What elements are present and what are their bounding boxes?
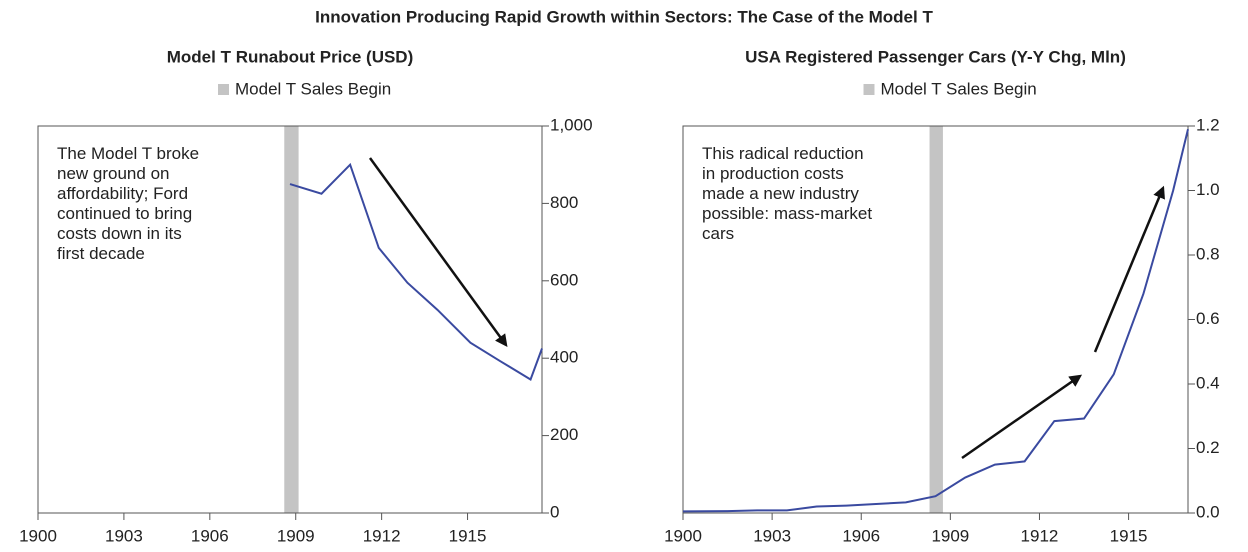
x-tick-label: 1912 [363,526,401,545]
annotation-line: made a new industry [702,184,859,203]
annotation: This radical reduction in production cost… [702,144,872,243]
x-tick-label: 1906 [842,526,880,545]
annotation: The Model T broke new ground on affordabil… [57,144,199,263]
x-tick-label: 1915 [1110,526,1148,545]
y-tick-label: 1,000 [550,115,593,134]
shade-band [929,126,943,513]
y-tick-label: 1.2 [1196,115,1220,134]
x-tick-label: 1909 [277,526,315,545]
plot-frame [37,125,543,514]
annotation-line: possible: mass-market [702,204,872,223]
x-tick-label: 1903 [753,526,791,545]
annotation-line: The Model T broke [57,144,199,163]
x-tick-label: 1915 [449,526,487,545]
annotation-line: first decade [57,244,145,263]
annotation-line: in production costs [702,164,844,183]
x-tick-label: 1903 [105,526,143,545]
y-tick-label: 0.8 [1196,244,1220,263]
annotation-line: This radical reduction [702,144,864,163]
annotation-line: cars [702,224,734,243]
trend-arrow [961,374,1083,460]
trend-arrow [368,157,508,348]
annotation-line: costs down in its [57,224,182,243]
y-tick-label: 0.2 [1196,438,1220,457]
y-tick-label: 0.6 [1196,309,1220,328]
y-tick-label: 600 [550,270,578,289]
x-tick-label: 1909 [931,526,969,545]
y-tick-label: 0 [550,502,559,521]
y-tick-label: 0.4 [1196,373,1220,392]
y-tick-label: 800 [550,193,578,212]
y-tick-label: 0.0 [1196,502,1220,521]
x-tick-label: 1912 [1021,526,1059,545]
annotation-line: continued to bring [57,204,192,223]
legend-swatch [863,84,875,95]
x-tick-label: 1900 [19,526,57,545]
chart-title: USA Registered Passenger Cars (Y-Y Chg, … [745,47,1126,66]
page-title: Innovation Producing Rapid Growth within… [315,7,933,26]
data-line [682,128,1189,513]
annotation-line: affordability; Ford [57,184,188,203]
shade-band [284,126,299,513]
x-tick-label: 1906 [191,526,229,545]
legend-label: Model T Sales Begin [881,79,1037,98]
annotation-line: new ground on [57,164,169,183]
chart-title: Model T Runabout Price (USD) [167,47,414,66]
legend-label: Model T Sales Begin [235,79,391,98]
legend-swatch [218,84,229,95]
y-tick-label: 1.0 [1196,180,1220,199]
x-tick-label: 1900 [664,526,702,545]
data-line [289,162,543,381]
y-tick-label: 400 [550,348,578,367]
y-tick-label: 200 [550,425,578,444]
trend-arrow [1093,185,1165,353]
